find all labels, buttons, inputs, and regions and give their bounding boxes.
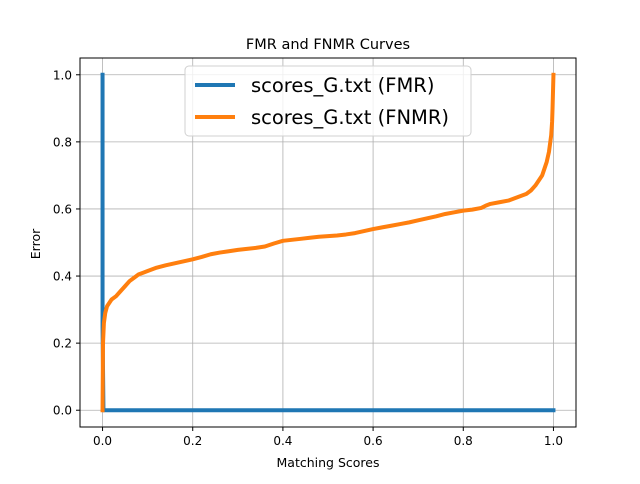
x-tick-label: 0.0 <box>93 434 112 448</box>
legend-box <box>184 65 472 137</box>
legend-label: scores_G.txt (FMR) <box>251 74 434 97</box>
x-tick-label: 0.2 <box>183 434 202 448</box>
axes-frame <box>79 57 577 428</box>
x-tick-label: 0.4 <box>273 434 292 448</box>
legend: scores_G.txt (FMR) scores_G.txt (FNMR) <box>184 65 472 137</box>
chart-title: FMR and FNMR Curves <box>246 37 410 53</box>
y-tick-label: 0.8 <box>53 135 72 149</box>
y-tick-label: 0.0 <box>53 404 72 418</box>
x-axis-label: Matching Scores <box>277 455 380 470</box>
y-tick-label: 1.0 <box>53 68 72 82</box>
x-tick-label: 0.8 <box>454 434 473 448</box>
x-tick-label: 0.6 <box>364 434 383 448</box>
series-layer <box>100 72 556 413</box>
legend-label: scores_G.txt (FNMR) <box>251 106 449 129</box>
plot-frame <box>79 57 577 428</box>
y-axis-label: Error <box>28 228 43 259</box>
y-tick-label: 0.4 <box>53 270 72 284</box>
ticks-layer: 0.0 0.2 0.4 0.6 0.8 1.0 0.0 0.2 0.4 0.6 0.8 1.0 <box>53 68 563 448</box>
series-line-fnmr <box>100 72 556 413</box>
y-tick-label: 0.2 <box>53 337 72 351</box>
y-tick-label: 0.6 <box>53 202 72 216</box>
x-tick-label: 1.0 <box>544 434 563 448</box>
